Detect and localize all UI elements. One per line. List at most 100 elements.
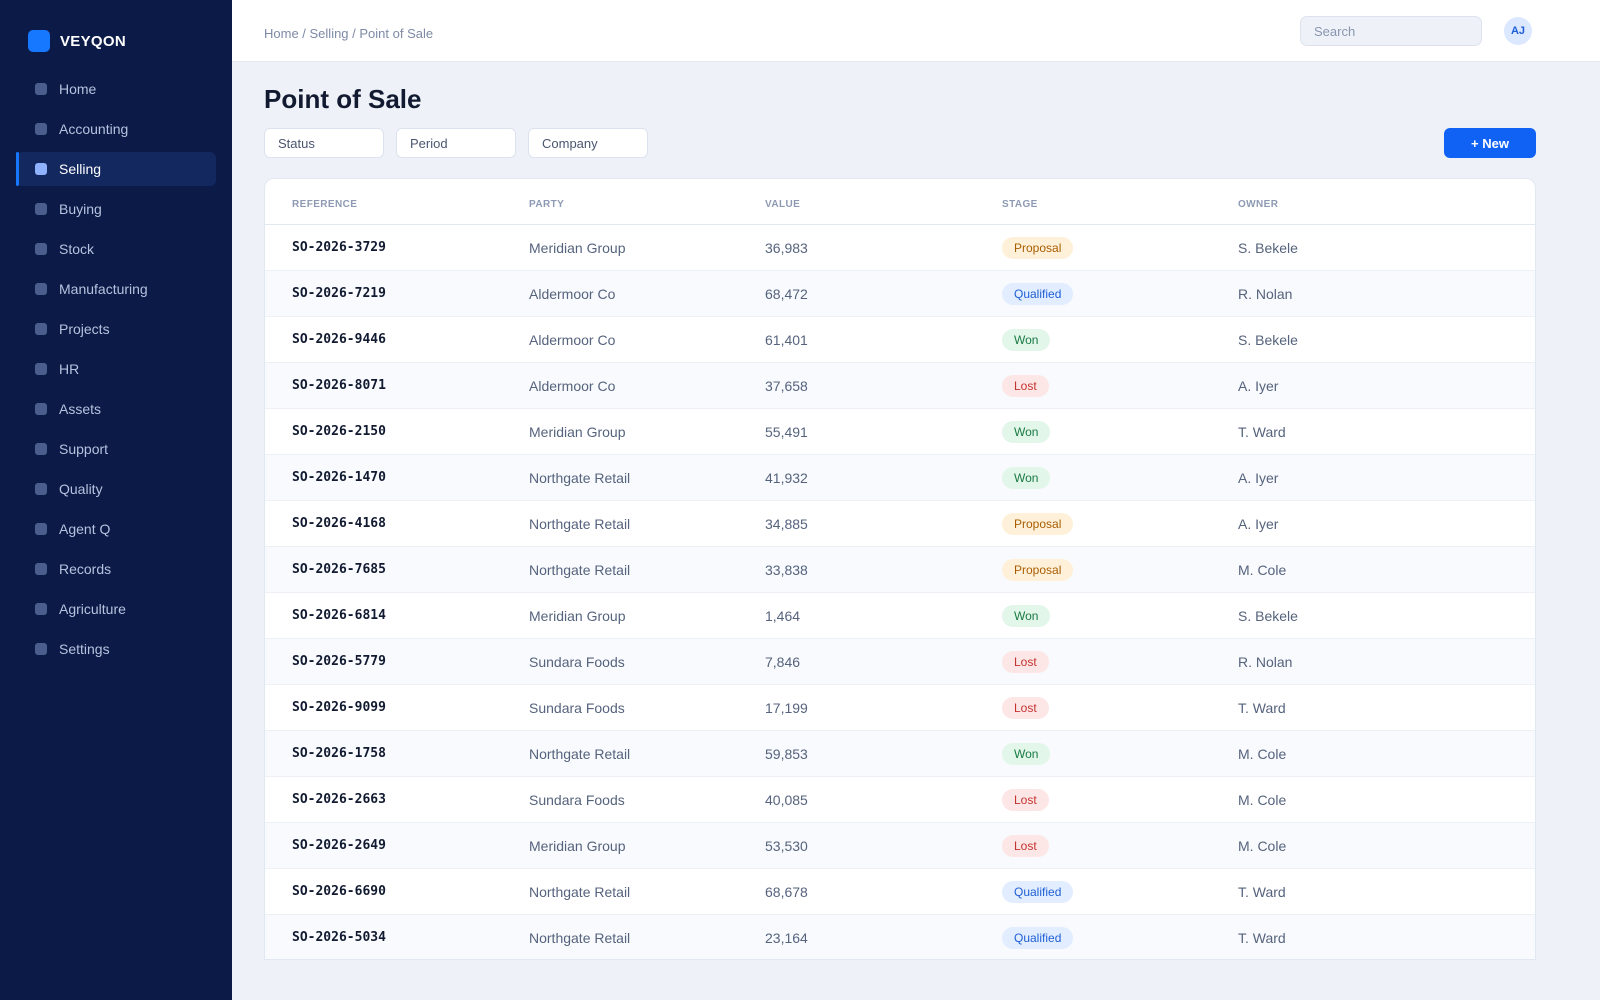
sidebar-item-hr[interactable]: HR <box>16 352 216 386</box>
sidebar-item-accounting[interactable]: Accounting <box>16 112 216 146</box>
reference-cell[interactable]: SO-2026-9099 <box>292 700 386 715</box>
sidebar-item-label: Agriculture <box>59 601 126 617</box>
reference-cell[interactable]: SO-2026-9446 <box>292 332 386 347</box>
sidebar-nav: Home Accounting Selling Buying Stock Man… <box>16 72 216 672</box>
reference-cell[interactable]: SO-2026-7219 <box>292 286 386 301</box>
reference-cell[interactable]: SO-2026-8071 <box>292 378 386 393</box>
party-cell: Meridian Group <box>529 239 626 256</box>
reference-cell[interactable]: SO-2026-2150 <box>292 424 386 439</box>
table-row[interactable]: SO-2026-7219 Aldermoor Co 68,472 Qualified R… <box>265 271 1535 317</box>
nav-square-icon <box>35 523 47 535</box>
value-cell: 1,464 <box>765 607 801 624</box>
sidebar-item-label: Agent Q <box>59 521 111 537</box>
reference-cell[interactable]: SO-2026-4168 <box>292 516 386 531</box>
column-header-value[interactable]: VALUE <box>765 199 801 210</box>
nav-square-icon <box>35 643 47 655</box>
sidebar-item-agent-q[interactable]: Agent Q <box>16 512 216 546</box>
owner-cell: A. Iyer <box>1238 469 1279 486</box>
owner-cell: S. Bekele <box>1238 239 1298 256</box>
sidebar-item-home[interactable]: Home <box>16 72 216 106</box>
sidebar-item-label: Stock <box>59 241 95 257</box>
column-header-party[interactable]: PARTY <box>529 199 565 210</box>
sidebar-item-agriculture[interactable]: Agriculture <box>16 592 216 626</box>
status-badge: Won <box>1002 466 1051 489</box>
table-row[interactable]: SO-2026-2150 Meridian Group 55,491 Won T. Wa… <box>265 409 1535 455</box>
sidebar: VEYQON Home Accounting Selling Buying St… <box>0 0 232 1000</box>
table-row[interactable]: SO-2026-6690 Northgate Retail 68,678 Qualif… <box>265 869 1535 915</box>
reference-cell[interactable]: SO-2026-6690 <box>292 884 386 899</box>
table-row[interactable]: SO-2026-7685 Northgate Retail 33,838 Propos… <box>265 547 1535 593</box>
sidebar-item-manufacturing[interactable]: Manufacturing <box>16 272 216 306</box>
sidebar-item-assets[interactable]: Assets <box>16 392 216 426</box>
column-header-owner[interactable]: OWNER <box>1238 199 1279 210</box>
status-badge: Won <box>1002 328 1051 351</box>
value-cell: 61,401 <box>765 331 808 348</box>
table-row[interactable]: SO-2026-6814 Meridian Group 1,464 Won S. Bek… <box>265 593 1535 639</box>
table-row[interactable]: SO-2026-9446 Aldermoor Co 61,401 Won S. Beke… <box>265 317 1535 363</box>
search-input[interactable] <box>1300 16 1482 46</box>
party-cell: Northgate Retail <box>529 929 631 946</box>
reference-cell[interactable]: SO-2026-1470 <box>292 470 386 485</box>
reference-cell[interactable]: SO-2026-6814 <box>292 608 386 623</box>
stage-cell: Qualified <box>1002 915 1074 959</box>
value-cell: 59,853 <box>765 745 808 762</box>
status-filter[interactable]: Status <box>264 128 384 158</box>
avatar[interactable]: AJ <box>1504 17 1532 45</box>
owner-cell: T. Ward <box>1238 423 1286 440</box>
sidebar-item-quality[interactable]: Quality <box>16 472 216 506</box>
sidebar-item-selling[interactable]: Selling <box>16 152 216 186</box>
breadcrumb[interactable]: Home / Selling / Point of Sale <box>264 26 434 41</box>
status-badge: Won <box>1002 742 1051 765</box>
reference-cell[interactable]: SO-2026-7685 <box>292 562 386 577</box>
brand[interactable]: VEYQON <box>28 30 126 52</box>
owner-cell: S. Bekele <box>1238 331 1298 348</box>
column-header-stage[interactable]: STAGE <box>1002 199 1038 210</box>
sidebar-item-label: Selling <box>59 161 102 177</box>
stage-cell: Lost <box>1002 823 1049 868</box>
table-row[interactable]: SO-2026-2663 Sundara Foods 40,085 Lost M. Co… <box>265 777 1535 823</box>
party-cell: Aldermoor Co <box>529 285 616 302</box>
status-badge: Lost <box>1002 834 1049 857</box>
sidebar-item-label: Support <box>59 441 109 457</box>
table-row[interactable]: SO-2026-8071 Aldermoor Co 37,658 Lost A. Iye… <box>265 363 1535 409</box>
nav-square-icon <box>35 203 47 215</box>
value-cell: 36,983 <box>765 239 808 256</box>
table-row[interactable]: SO-2026-2649 Meridian Group 53,530 Lost M. C… <box>265 823 1535 869</box>
reference-cell[interactable]: SO-2026-5779 <box>292 654 386 669</box>
table-row[interactable]: SO-2026-5779 Sundara Foods 7,846 Lost R. Nol… <box>265 639 1535 685</box>
table-row[interactable]: SO-2026-9099 Sundara Foods 17,199 Lost T. Wa… <box>265 685 1535 731</box>
stage-cell: Qualified <box>1002 271 1074 316</box>
reference-cell[interactable]: SO-2026-2663 <box>292 792 386 807</box>
party-cell: Sundara Foods <box>529 653 625 670</box>
party-cell: Aldermoor Co <box>529 331 616 348</box>
reference-cell[interactable]: SO-2026-2649 <box>292 838 386 853</box>
value-cell: 7,846 <box>765 653 801 670</box>
table-row[interactable]: SO-2026-3729 Meridian Group 36,983 Proposal… <box>265 225 1535 271</box>
company-filter[interactable]: Company <box>528 128 648 158</box>
period-filter[interactable]: Period <box>396 128 516 158</box>
reference-cell[interactable]: SO-2026-1758 <box>292 746 386 761</box>
sidebar-item-support[interactable]: Support <box>16 432 216 466</box>
stage-cell: Lost <box>1002 685 1049 730</box>
nav-square-icon <box>35 283 47 295</box>
value-cell: 68,678 <box>765 883 808 900</box>
reference-cell[interactable]: SO-2026-5034 <box>292 930 386 945</box>
nav-square-icon <box>35 443 47 455</box>
new-button[interactable]: + New <box>1444 128 1536 158</box>
party-cell: Aldermoor Co <box>529 377 616 394</box>
party-cell: Sundara Foods <box>529 699 625 716</box>
table-row[interactable]: SO-2026-1758 Northgate Retail 59,853 Won M. … <box>265 731 1535 777</box>
sidebar-item-records[interactable]: Records <box>16 552 216 586</box>
table-row[interactable]: SO-2026-5034 Northgate Retail 23,164 Qualif… <box>265 915 1535 959</box>
reference-cell[interactable]: SO-2026-3729 <box>292 240 386 255</box>
sidebar-item-settings[interactable]: Settings <box>16 632 216 666</box>
table-row[interactable]: SO-2026-1470 Northgate Retail 41,932 Won A. … <box>265 455 1535 501</box>
nav-square-icon <box>35 243 47 255</box>
sidebar-item-projects[interactable]: Projects <box>16 312 216 346</box>
sidebar-item-buying[interactable]: Buying <box>16 192 216 226</box>
stage-cell: Won <box>1002 731 1051 776</box>
column-header-reference[interactable]: REFERENCE <box>292 199 358 210</box>
table-row[interactable]: SO-2026-4168 Northgate Retail 34,885 Propos… <box>265 501 1535 547</box>
party-cell: Sundara Foods <box>529 791 625 808</box>
sidebar-item-stock[interactable]: Stock <box>16 232 216 266</box>
